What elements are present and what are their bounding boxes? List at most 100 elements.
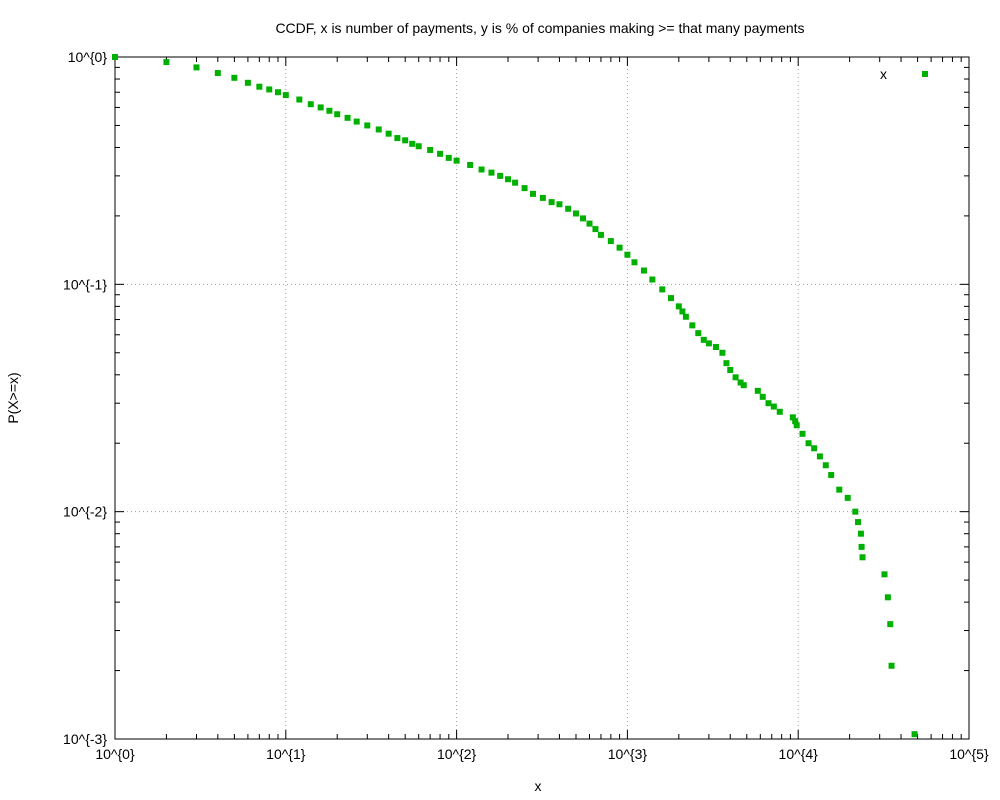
data-point [163,59,170,66]
data-point [727,366,734,373]
x-tick-label: 10^{5} [949,746,989,762]
data-point [765,400,772,407]
data-point [668,295,675,302]
data-point [884,594,891,601]
x-tick-label: 10^{0} [95,746,135,762]
data-point [453,157,460,164]
data-point [505,176,512,183]
legend-marker [922,71,928,77]
y-tick-label: 10^{-3} [63,731,107,747]
data-point [244,79,251,86]
data-point [631,259,638,266]
data-point [586,220,593,227]
data-point [402,137,409,144]
data-point [887,621,894,628]
data-point [799,430,806,437]
y-tick-label: 10^{-1} [63,276,107,292]
data-point [805,440,812,447]
data-point [214,70,221,77]
x-tick-label: 10^{1} [266,746,306,762]
data-point [353,118,360,125]
data-point [539,194,546,201]
data-point [282,92,289,99]
ticks-layer [114,56,970,740]
data-point [512,179,519,186]
data-point [334,111,341,118]
data-point [488,169,495,176]
data-point [732,374,739,381]
data-point [911,731,918,738]
data-point [789,414,796,421]
x-axis-label: x [535,778,542,794]
data-point [759,393,766,400]
y-tick-label: 10^{-2} [63,504,107,520]
data-point [675,303,682,310]
data-point [565,205,572,212]
data-point [364,122,371,129]
data-point [193,64,200,71]
data-point [828,471,835,478]
data-point [700,336,707,343]
data-point [770,403,777,410]
data-point [478,166,485,173]
data-point [375,126,382,133]
data-point [616,244,623,251]
legend-marker-point [922,71,928,77]
x-tick-label: 10^{2} [437,746,477,762]
data-point [296,96,303,103]
data-point [256,83,263,90]
data-point [497,172,504,179]
data-point [548,199,555,206]
data-point [607,238,614,245]
data-point [624,251,631,258]
tick-labels: 10^{0} 10^{1} 10^{2} 10^{3} 10^{4} 10^{5} 10^{… [63,49,989,762]
data-point [792,418,799,425]
data-point [852,508,859,515]
data-point [112,54,118,60]
data-point [592,226,599,233]
data-point [385,130,392,137]
data-point [597,231,604,238]
data-point [344,114,351,121]
data-point [754,387,761,394]
data-point [689,322,696,329]
data-point [659,286,666,293]
data-point [649,276,656,283]
legend-label: x [880,66,887,82]
data-point [844,494,851,501]
data-point [572,210,579,217]
data-point [307,101,314,108]
data-point [326,107,333,114]
data-point [855,519,862,526]
data-point [640,267,647,274]
data-point [723,360,730,367]
data-point [881,571,888,578]
data-point [427,146,434,153]
y-axis-label: P(X>=x) [5,372,21,423]
data-point [274,89,281,96]
x-tick-label: 10^{4} [779,746,819,762]
data-point [888,662,895,669]
data-point [705,340,712,347]
data-point [816,453,823,460]
data-point [859,554,866,561]
data-point [266,86,273,93]
data-point [445,154,452,161]
data-point [467,161,474,168]
data-point [231,74,238,81]
data-point [836,486,843,493]
data-point [317,104,324,111]
x-tick-label: 10^{3} [608,746,648,762]
data-point [682,313,689,320]
data-point [811,445,818,452]
data-point [529,190,536,197]
legend: x [880,66,928,82]
y-tick-label: 10^{0} [68,49,108,65]
grid-layer [115,57,969,739]
data-point [580,215,587,222]
plot-frame [114,56,970,740]
data-points [112,54,918,738]
data-point [858,543,865,550]
data-point [740,382,747,389]
